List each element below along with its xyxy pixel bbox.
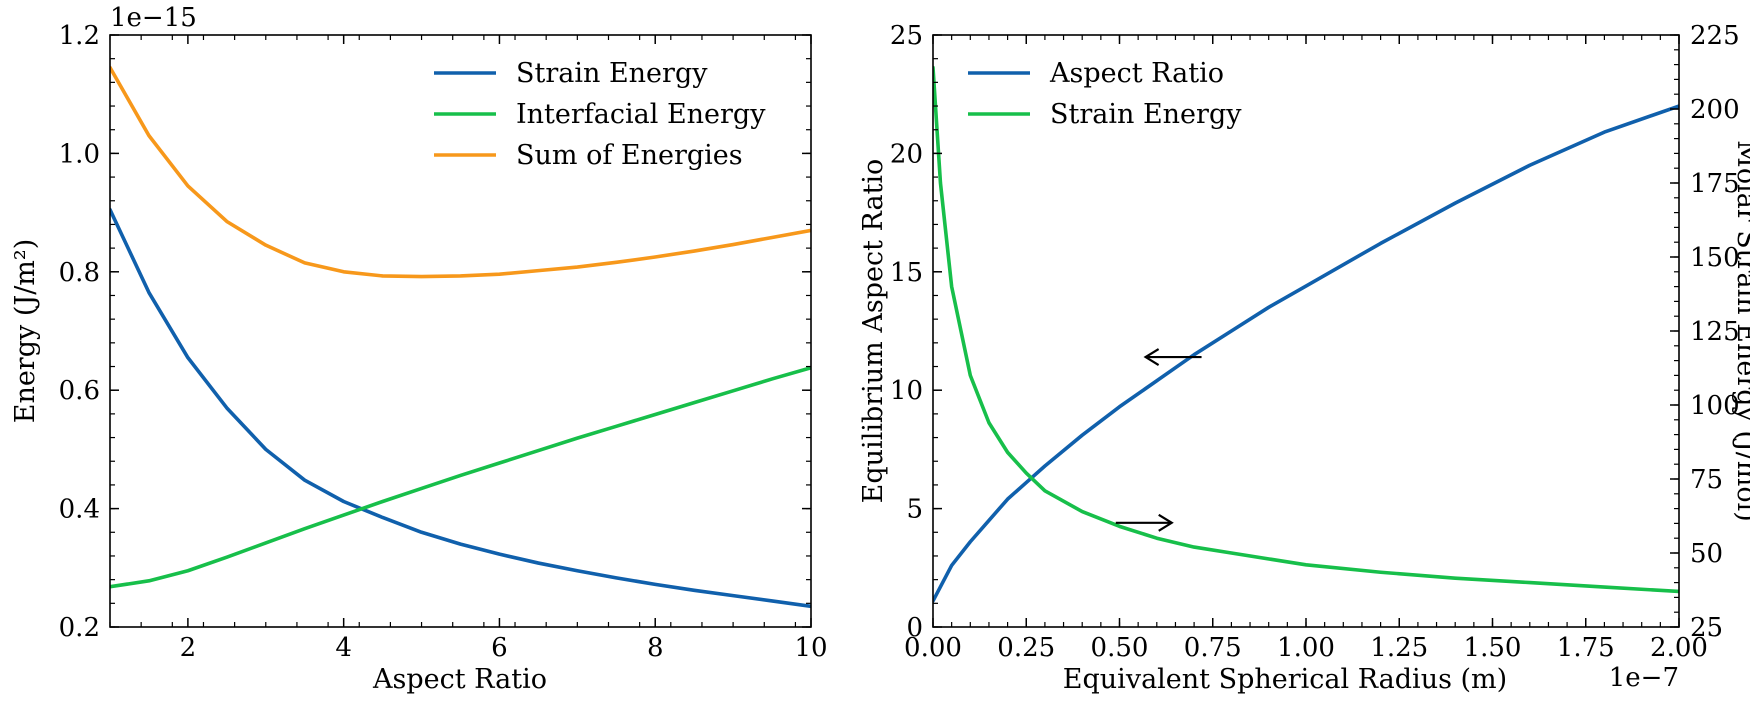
left-series-line-interfacial bbox=[110, 365, 811, 589]
left-legend-label-interfacial: Interfacial Energy bbox=[516, 99, 766, 130]
right-x-tick-label: 1.25 bbox=[1370, 633, 1428, 663]
right-y-tick-label: 20 bbox=[890, 139, 923, 169]
energy-vs-aspect-ratio-chart: 2 4 6 8 10 0.2 0.4 0.6 0.8 1.0 1.2 1e−15 Aspect R… bbox=[10, 3, 828, 695]
right-y2-tick-label: 75 bbox=[1690, 465, 1723, 495]
right-x-tick-label: 0.50 bbox=[1091, 633, 1149, 663]
aspect-ratio-vs-radius-chart: 0.00 0.25 0.50 0.75 1.00 1.25 1.50 1.75 2.00 0 5 1… bbox=[858, 21, 1750, 695]
right-left-y-ticks: 0 5 10 15 20 25 bbox=[890, 21, 942, 643]
right-right-y-ticks: 25 50 75 100 125 150 175 200 225 bbox=[1670, 21, 1740, 643]
left-y-tick-label: 0.6 bbox=[59, 376, 100, 406]
right-x-axis-label: Equivalent Spherical Radius (m) bbox=[1063, 664, 1507, 695]
right-y2-tick-label: 50 bbox=[1690, 539, 1723, 569]
left-y-axis-label: Energy (J/m²) bbox=[10, 239, 41, 424]
right-legend-label-molar_strain: Strain Energy bbox=[1050, 99, 1242, 130]
right-y2-tick-label: 200 bbox=[1690, 95, 1740, 125]
right-x-tick-label: 0.25 bbox=[997, 633, 1055, 663]
left-x-axis-label: Aspect Ratio bbox=[372, 664, 547, 695]
left-y-tick-label: 0.2 bbox=[59, 613, 100, 643]
left-y-tick-label: 1.0 bbox=[59, 139, 100, 169]
right-annotations bbox=[1115, 348, 1202, 532]
right-y-tick-label: 5 bbox=[906, 495, 923, 525]
left-y-ticks: 0.2 0.4 0.6 0.8 1.0 1.2 bbox=[59, 21, 811, 643]
left-x-tick-label: 4 bbox=[335, 633, 352, 663]
right-x-tick-label: 1.75 bbox=[1557, 633, 1615, 663]
right-x-ticks: 0.00 0.25 0.50 0.75 1.00 1.25 1.50 1.75 2.00 bbox=[904, 35, 1708, 663]
right-x-tick-label: 2.00 bbox=[1650, 633, 1708, 663]
right-x-tick-label: 1.50 bbox=[1464, 633, 1522, 663]
right-offset-text: 1e−7 bbox=[1609, 663, 1679, 693]
left-offset-text: 1e−15 bbox=[110, 3, 197, 33]
right-y-tick-label: 15 bbox=[890, 258, 923, 288]
right-series-line-aspect bbox=[933, 104, 1679, 603]
right-left-y-axis-label: Equilibrium Aspect Ratio bbox=[858, 159, 889, 504]
left-series-group bbox=[110, 65, 811, 609]
right-y2-tick-label: 150 bbox=[1690, 243, 1740, 273]
right-y2-tick-label: 225 bbox=[1690, 21, 1740, 51]
right-x-tick-label: 0.75 bbox=[1184, 633, 1242, 663]
right-y-tick-label: 10 bbox=[890, 376, 923, 406]
right-y2-tick-label: 125 bbox=[1690, 317, 1740, 347]
right-y-tick-label: 25 bbox=[890, 21, 923, 51]
left-y-tick-label: 0.4 bbox=[59, 495, 100, 525]
left-axes-frame bbox=[109, 34, 812, 628]
right-x-tick-label: 0.00 bbox=[904, 633, 962, 663]
right-x-tick-label: 1.00 bbox=[1277, 633, 1335, 663]
right-y2-tick-label: 175 bbox=[1690, 169, 1740, 199]
left-legend-label-sum: Sum of Energies bbox=[516, 140, 743, 171]
right-y2-tick-label: 25 bbox=[1690, 613, 1723, 643]
right-y-tick-label: 0 bbox=[906, 613, 923, 643]
right-y2-tick-label: 100 bbox=[1690, 391, 1740, 421]
left-x-tick-label: 10 bbox=[794, 633, 827, 663]
left-x-tick-label: 8 bbox=[647, 633, 664, 663]
left-y-tick-label: 0.8 bbox=[59, 258, 100, 288]
right-series-group bbox=[933, 65, 1679, 603]
right-series-line-molar_strain bbox=[933, 65, 1679, 594]
annotation-left-arrow bbox=[1143, 348, 1160, 366]
left-legend: Strain Energy Interfacial Energy Sum of En… bbox=[434, 58, 766, 171]
left-series-line-strain bbox=[110, 207, 811, 609]
left-legend-label-strain: Strain Energy bbox=[516, 58, 708, 89]
right-axes-frame bbox=[932, 34, 1680, 628]
left-series-line-sum bbox=[110, 65, 811, 279]
left-x-tick-label: 6 bbox=[491, 633, 508, 663]
left-y-tick-label: 1.2 bbox=[59, 21, 100, 51]
right-legend: Aspect Ratio Strain Energy bbox=[968, 58, 1242, 130]
annotation-right-arrow bbox=[1158, 513, 1174, 532]
right-legend-label-aspect: Aspect Ratio bbox=[1049, 58, 1224, 89]
left-x-tick-label: 2 bbox=[180, 633, 197, 663]
right-right-y-axis-label: Molar Strain Energy (J/mol) bbox=[1731, 140, 1750, 522]
